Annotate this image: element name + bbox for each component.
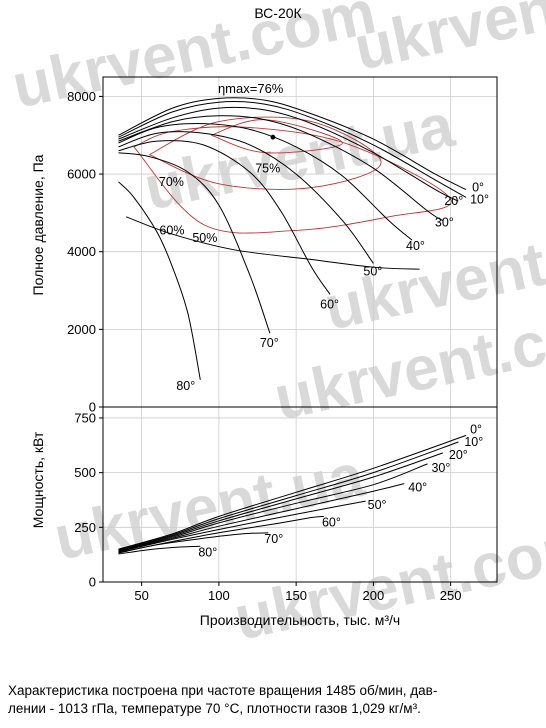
power-ytick-label-250: 250: [74, 520, 96, 535]
footnote-line-1: Характеристика построена при частоте вра…: [8, 683, 437, 698]
power-curve-label-70: 70°: [264, 532, 283, 546]
power-xtick-label-250: 250: [440, 588, 462, 603]
pressure-curve-label-30: 30°: [435, 216, 454, 230]
efficiency-curve-50: [126, 216, 420, 270]
eta-max-label: ηmax=76%: [218, 81, 284, 96]
efficiency-curve-60: [133, 126, 452, 234]
power-curve-label-60: 60°: [322, 515, 341, 529]
pressure-curve-60: [118, 140, 331, 295]
power-curve-label-50: 50°: [368, 498, 387, 512]
pressure-curve-10: [118, 101, 467, 198]
power-curve-label-40: 40°: [408, 481, 427, 495]
efficiency-curve-75: [211, 119, 343, 154]
power-xtick-label-50: 50: [134, 588, 148, 603]
pressure-curve-label-10: 10°: [470, 192, 489, 206]
power-curve-20: [118, 452, 444, 551]
watermark-2: ukrvent.ua: [139, 91, 461, 224]
power-curve-label-10: 10°: [464, 435, 483, 449]
efficiency-label-70: 70%: [159, 175, 184, 189]
pressure-ytick-label-2000: 2000: [67, 322, 96, 337]
power-ytick-label-750: 750: [74, 410, 96, 425]
power-curve-label-80: 80°: [198, 545, 217, 559]
pressure-curve-20: [118, 106, 459, 202]
pressure-curve-80: [118, 181, 201, 380]
chart-title: ВС-20К: [254, 5, 302, 21]
power-curve-label-0: 0°: [470, 422, 482, 436]
power-curve-0: [118, 434, 467, 550]
pressure-curve-70: [118, 152, 271, 334]
power-axis-label: Мощность, кВт: [30, 431, 46, 528]
pressure-curve-label-40: 40°: [406, 239, 425, 253]
pressure-curve-label-50: 50°: [363, 264, 382, 278]
efficiency-label-50: 50%: [192, 231, 217, 245]
eta-max-point: [270, 134, 276, 140]
pressure-curve-label-0: 0°: [472, 181, 484, 195]
pressure-ytick-label-6000: 6000: [67, 167, 96, 182]
efficiency-label-75: 75%: [255, 162, 280, 176]
efficiency-curve-70: [149, 116, 382, 190]
pressure-curve-30: [118, 115, 444, 222]
power-ytick-label-500: 500: [74, 465, 96, 480]
watermark-7: ukrvent.com: [349, 0, 546, 84]
pressure-curve-label-80: 80°: [176, 379, 195, 393]
pressure-ytick-label-8000: 8000: [67, 89, 96, 104]
power-xtick-label-100: 100: [208, 588, 230, 603]
pressure-curve-label-60: 60°: [320, 297, 339, 311]
power-curve-50: [118, 500, 366, 553]
power-xtick-label-150: 150: [285, 588, 307, 603]
power-frame: [102, 406, 498, 583]
flow-axis-label: Производительность, тыс. м³/ч: [200, 612, 400, 628]
pressure-curve-50: [118, 131, 374, 264]
power-curve-40: [118, 483, 405, 552]
power-xtick-label-200: 200: [363, 588, 385, 603]
pressure-curve-40: [118, 123, 413, 241]
power-curve-30: [118, 463, 428, 552]
power-panel: 0 250 500 750 50 100 150 200 250 0°10°20°30° 40° 50…: [74, 406, 498, 603]
power-curve-label-20: 20°: [449, 448, 468, 462]
power-curve-label-30: 30°: [431, 461, 450, 475]
pressure-curve-label-20: 20°: [444, 194, 463, 208]
power-curve-60: [118, 515, 324, 553]
power-curve-10: [118, 441, 459, 551]
pressure-ytick-label-4000: 4000: [67, 244, 96, 259]
power-curve-80: [118, 545, 201, 555]
pressure-ytick-label-0: 0: [89, 400, 96, 415]
pressure-panel: 0 2000 4000 6000 8000 50% 60% 70% 75% 0°10° 20° 30°…: [67, 76, 498, 415]
efficiency-label-60: 60%: [159, 224, 184, 238]
pressure-axis-label: Полное давление, Па: [30, 154, 46, 295]
watermark-1: ukrvent.com: [7, 0, 382, 122]
power-curve-70: [118, 532, 269, 554]
footnote-line-2: лении - 1013 гПа, температуре 70 °С, пло…: [8, 701, 421, 716]
pressure-curve-label-70: 70°: [260, 336, 279, 350]
pressure-curve-0: [118, 97, 467, 191]
power-ytick-label-0: 0: [89, 575, 96, 590]
